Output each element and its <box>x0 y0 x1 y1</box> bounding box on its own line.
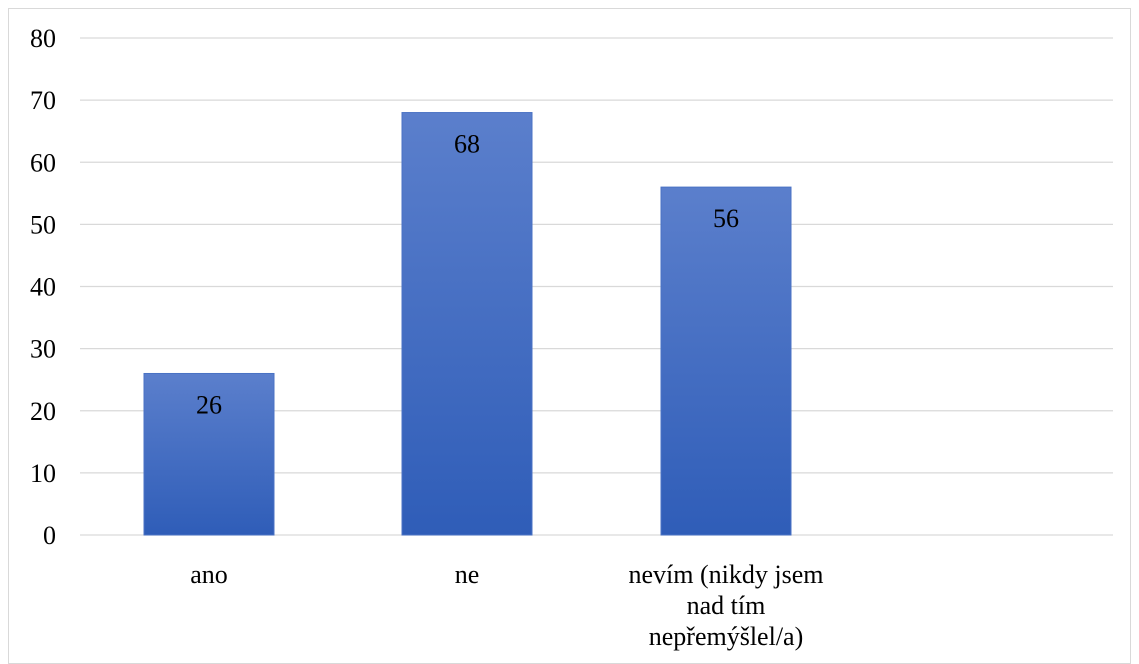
y-tick-label: 10 <box>30 459 56 488</box>
data-label: 68 <box>454 130 480 159</box>
y-axis: 0 10 20 30 40 50 60 70 80 <box>30 24 56 550</box>
x-tick-label-line: nepřemýšlel/a) <box>649 622 804 651</box>
x-tick-label: nevím (nikdy jsem nad tím nepřemýšlel/a) <box>629 560 824 651</box>
x-tick-label-line: nevím (nikdy jsem <box>629 560 824 589</box>
y-tick-label: 0 <box>43 521 56 550</box>
data-label: 26 <box>196 390 222 419</box>
data-label: 56 <box>713 204 739 233</box>
y-tick-label: 70 <box>30 86 56 115</box>
bar <box>143 372 275 536</box>
chart-frame <box>8 8 1131 664</box>
y-tick-label: 30 <box>30 335 56 364</box>
x-tick-label: ne <box>455 560 480 589</box>
bar <box>401 112 533 536</box>
y-tick-label: 80 <box>30 24 56 53</box>
y-tick-label: 60 <box>30 148 56 177</box>
x-tick-label-line: ne <box>455 560 480 589</box>
x-tick-label-line: ano <box>190 560 228 589</box>
data-labels: 26 68 56 <box>196 130 739 420</box>
y-tick-label: 40 <box>30 273 56 302</box>
bar <box>660 186 792 536</box>
y-tick-label: 50 <box>30 210 56 239</box>
x-tick-label-line: nad tím <box>687 591 766 620</box>
y-tick-label: 20 <box>30 397 56 426</box>
x-tick-label: ano <box>190 560 228 589</box>
x-axis: ano ne nevím (nikdy jsem nad tím nepřemýšlel… <box>190 560 823 651</box>
bars <box>143 112 792 536</box>
